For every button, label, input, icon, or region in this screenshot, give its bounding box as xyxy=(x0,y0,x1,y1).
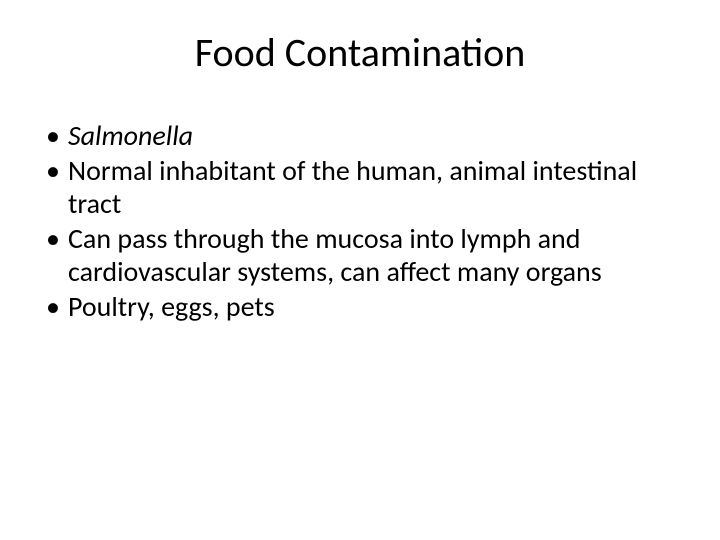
bullet-list: Salmonella Normal inhabitant of the huma… xyxy=(40,119,680,323)
list-item: Poultry, eggs, pets xyxy=(40,290,680,323)
bullet-text: Can pass through the mucosa into lymph a… xyxy=(68,221,602,289)
bullet-text: Normal inhabitant of the human, animal i… xyxy=(68,153,637,221)
slide: Food Contamination Salmonella Normal inh… xyxy=(0,0,720,540)
list-item: Normal inhabitant of the human, animal i… xyxy=(40,154,680,220)
bullet-text: Poultry, eggs, pets xyxy=(68,289,275,324)
bullet-text: Salmonella xyxy=(68,118,193,153)
list-item: Salmonella xyxy=(40,119,680,152)
list-item: Can pass through the mucosa into lymph a… xyxy=(40,222,680,288)
slide-title: Food Contamination xyxy=(40,28,680,77)
